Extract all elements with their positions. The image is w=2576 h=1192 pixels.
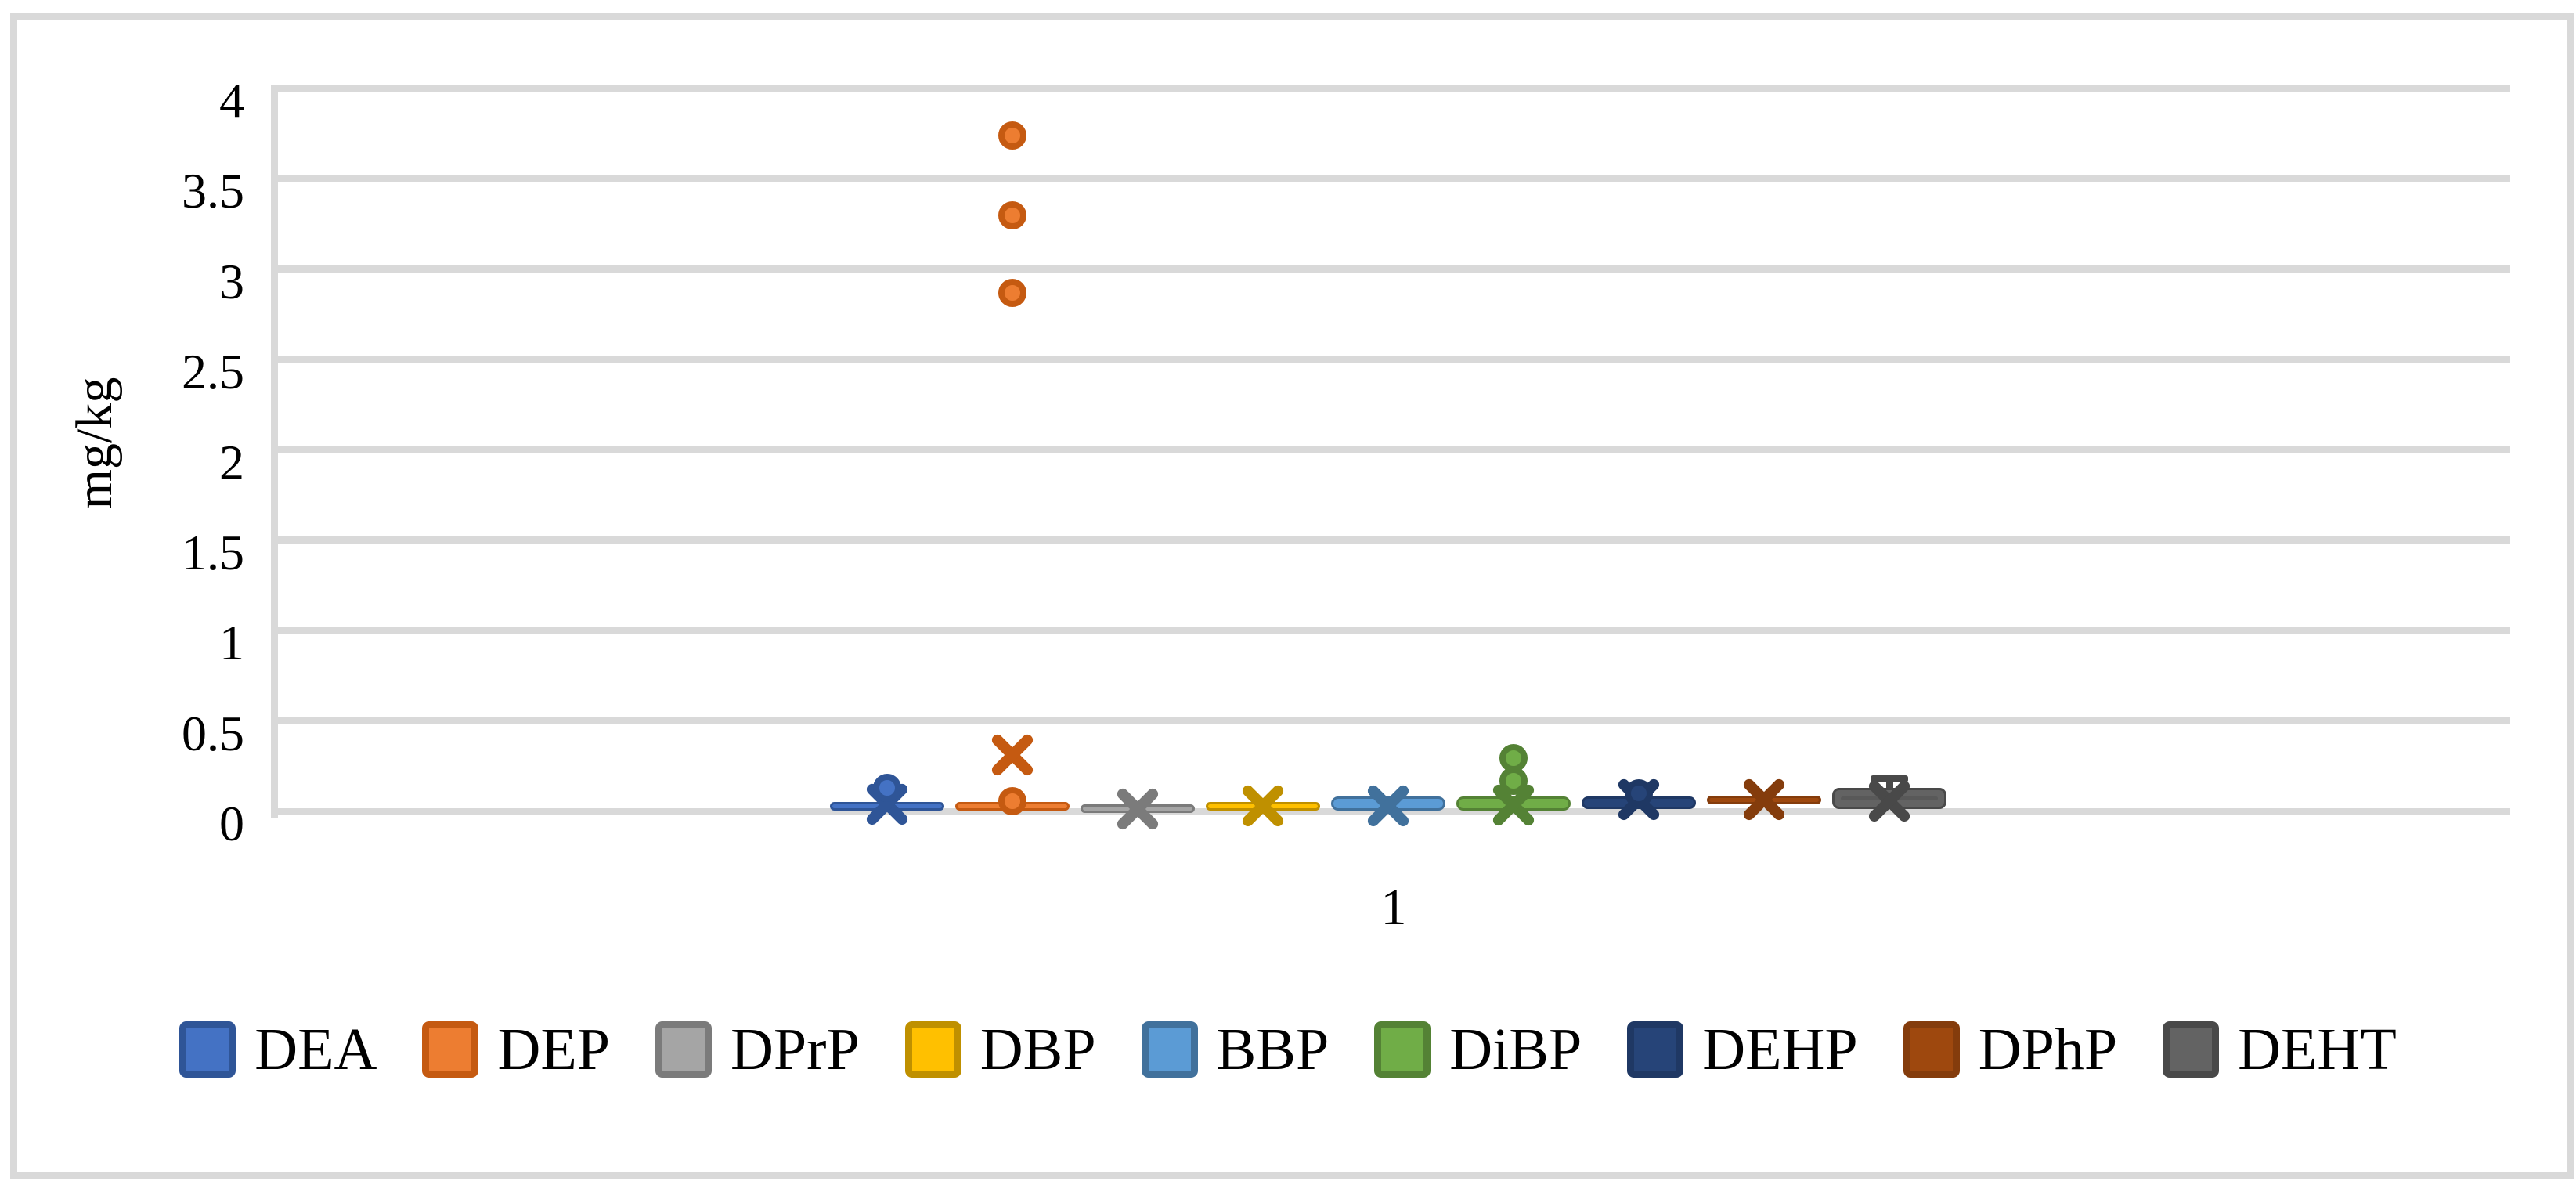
outlier-DEP-3[interactable] (998, 121, 1026, 150)
y-tick-label-0.5: 0.5 (182, 705, 244, 761)
gridline-y-0.5 (274, 717, 2510, 725)
legend-label: DEHP (1702, 1017, 1858, 1082)
y-tick-label-0: 0 (219, 796, 244, 851)
y-tick-label-2: 2 (219, 434, 244, 490)
legend-label: DPrP (731, 1017, 860, 1082)
mean-marker-DPrP[interactable] (1113, 784, 1163, 834)
legend-label: DPhP (1978, 1017, 2118, 1082)
legend-label: DEHT (2238, 1017, 2397, 1082)
mean-marker-DPhP[interactable] (1739, 775, 1789, 825)
legend-label: DBP (980, 1017, 1096, 1082)
whisker-line-DEHT (1885, 778, 1893, 789)
gridline-y-3 (274, 265, 2510, 273)
legend-item-DPrP[interactable]: DPrP (655, 1013, 860, 1085)
y-tick-label-1.5: 1.5 (182, 524, 244, 580)
legend-item-DEHT[interactable]: DEHT (2163, 1013, 2397, 1085)
outlier-DiBP-1[interactable] (1499, 743, 1528, 772)
legend-label: DEP (497, 1017, 611, 1082)
gridline-y-3.5 (274, 175, 2510, 182)
legend-item-DPhP[interactable]: DPhP (1903, 1013, 2117, 1085)
legend-swatch-icon (1141, 1021, 1198, 1078)
mean-marker-DEHT[interactable] (1864, 776, 1914, 826)
mean-marker-DEP[interactable] (987, 730, 1037, 780)
y-tick-label-1: 1 (219, 615, 244, 671)
legend-swatch-icon (1627, 1021, 1684, 1078)
outlier-DEHP-0[interactable] (1625, 778, 1653, 807)
x-axis-category-label: 1 (1380, 879, 1407, 936)
legend-item-DEHP[interactable]: DEHP (1627, 1013, 1858, 1085)
gridline-y-2.5 (274, 356, 2510, 363)
outlier-DEP-1[interactable] (998, 278, 1026, 307)
legend-swatch-icon (655, 1021, 713, 1078)
legend-swatch-icon (179, 1021, 236, 1078)
mean-marker-BBP[interactable] (1363, 781, 1413, 831)
y-tick-label-4: 4 (219, 73, 244, 128)
outlier-DEA-0[interactable] (873, 774, 901, 802)
legend-swatch-icon (2163, 1021, 2220, 1078)
legend-swatch-icon (904, 1021, 961, 1078)
y-axis-title: mg/kg (66, 377, 123, 510)
y-tick-label-3: 3 (219, 253, 244, 309)
gridline-y-1.5 (274, 536, 2510, 544)
legend-label: DiBP (1449, 1017, 1582, 1082)
gridline-y-4 (274, 85, 2510, 92)
y-tick-label-2.5: 2.5 (182, 344, 244, 400)
mean-marker-DBP[interactable] (1238, 781, 1288, 831)
whisker-cap-DEHT (1871, 775, 1908, 782)
legend-item-DEP[interactable]: DEP (422, 1013, 610, 1085)
outlier-DEP-2[interactable] (998, 200, 1026, 229)
y-tick-label-3.5: 3.5 (182, 163, 244, 219)
legend-item-DiBP[interactable]: DiBP (1374, 1013, 1582, 1085)
chart-border-frame (10, 13, 2574, 1179)
outlier-DEP-0[interactable] (998, 787, 1026, 816)
legend-item-DEA[interactable]: DEA (179, 1013, 377, 1085)
legend: DEA DEP DPrP DBP BBP DiBP DEHP DPhP DEHT (31, 1013, 2545, 1085)
legend-item-DBP[interactable]: DBP (904, 1013, 1096, 1085)
legend-swatch-icon (1903, 1021, 1960, 1078)
legend-label: BBP (1216, 1017, 1329, 1082)
gridline-y-1 (274, 627, 2510, 634)
y-axis-line (271, 85, 278, 818)
legend-item-BBP[interactable]: BBP (1141, 1013, 1329, 1085)
legend-swatch-icon (1374, 1021, 1431, 1078)
legend-swatch-icon (422, 1021, 479, 1078)
gridline-y-2 (274, 446, 2510, 453)
legend-label: DEA (254, 1017, 377, 1082)
